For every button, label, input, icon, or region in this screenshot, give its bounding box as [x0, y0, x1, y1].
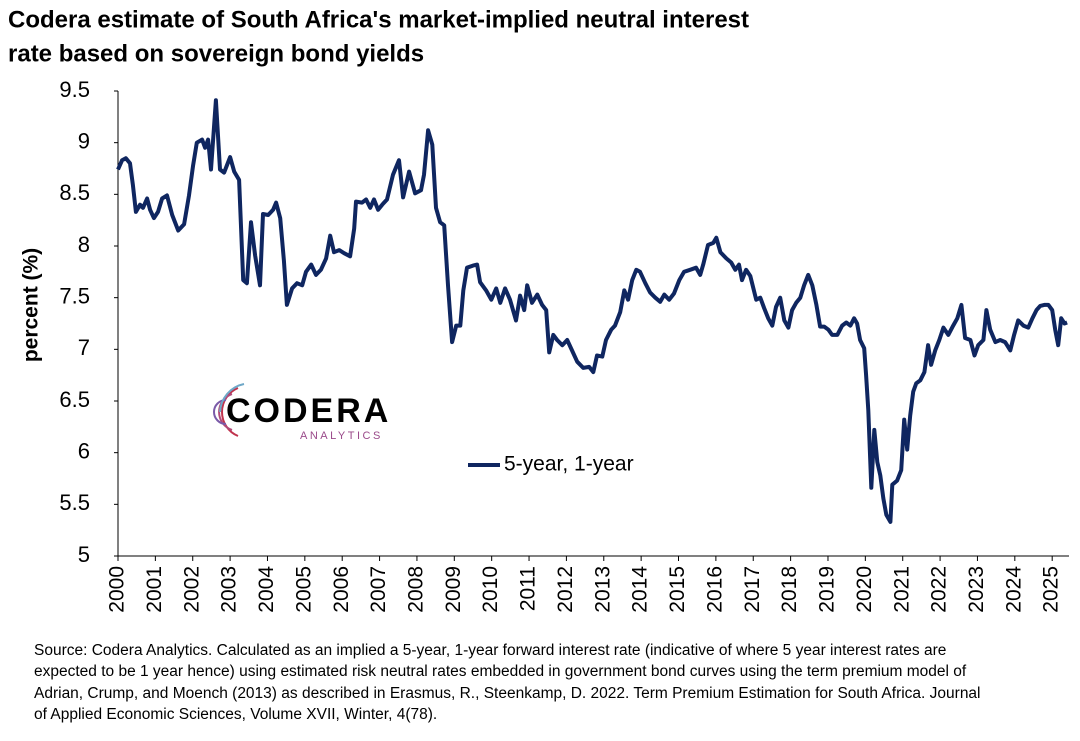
chart-title: Codera estimate of South Africa's market…: [8, 6, 749, 33]
x-tick-label: 2019: [816, 566, 839, 613]
x-tick-label: 2001: [143, 566, 166, 613]
x-tick-label: 2020: [853, 566, 876, 613]
y-axis-label: percent (%): [20, 248, 43, 362]
data-line: [116, 98, 1068, 524]
y-tick-label: 6: [78, 438, 90, 463]
y-tick-label: 6.5: [59, 387, 90, 412]
y-tick-label: 8.5: [59, 180, 90, 205]
note: expected to be 1 year hence) using estim…: [34, 663, 967, 680]
x-tick-label: 2006: [330, 566, 353, 613]
note: of Applied Economic Sciences, Volume XVI…: [34, 706, 437, 723]
y-tick-label: 9.5: [59, 77, 90, 102]
x-tick-label: 2000: [106, 566, 129, 613]
note: Adrian, Crump, and Moench (2013) as desc…: [34, 685, 981, 702]
x-tick-label: 2023: [965, 566, 988, 613]
chart-title: rate based on sovereign bond yields: [8, 40, 424, 67]
x-tick-label: 2002: [180, 566, 203, 613]
y-tick-label: 5: [78, 542, 90, 567]
logo-sub: ANALYTICS: [300, 430, 383, 442]
y-tick-label: 8: [78, 232, 90, 257]
x-tick-label: 2025: [1040, 566, 1063, 613]
x-tick-label: 2012: [554, 566, 577, 613]
y-tick-label: 9: [78, 128, 90, 153]
x-tick-label: 2010: [479, 566, 502, 613]
logo-name: CODERA: [226, 392, 391, 430]
x-tick-label: 2021: [890, 566, 913, 613]
y-tick-label: 5.5: [59, 490, 90, 515]
x-tick-label: 2003: [218, 566, 241, 613]
note: Source: Codera Analytics. Calculated as …: [34, 642, 946, 659]
x-tick-label: 2009: [442, 566, 465, 613]
x-tick-label: 2005: [292, 566, 315, 613]
x-tick-label: 2008: [404, 566, 427, 613]
logo-icon: [213, 383, 245, 437]
x-tick-label: 2018: [778, 566, 801, 613]
x-tick-label: 2017: [741, 566, 764, 613]
legend-label: 5-year, 1-year: [504, 453, 634, 476]
x-tick-label: 2014: [629, 566, 652, 613]
x-tick-label: 2004: [255, 566, 278, 613]
y-tick-label: 7.5: [59, 283, 90, 308]
x-tick-label: 2015: [666, 566, 689, 613]
x-tick-label: 2011: [517, 566, 540, 611]
x-tick-label: 2013: [591, 566, 614, 613]
y-tick-label: 7: [78, 335, 90, 360]
x-tick-label: 2007: [367, 566, 390, 613]
x-tick-label: 2016: [703, 566, 726, 613]
x-tick-label: 2024: [1002, 566, 1025, 613]
x-tick-label: 2022: [928, 566, 951, 613]
